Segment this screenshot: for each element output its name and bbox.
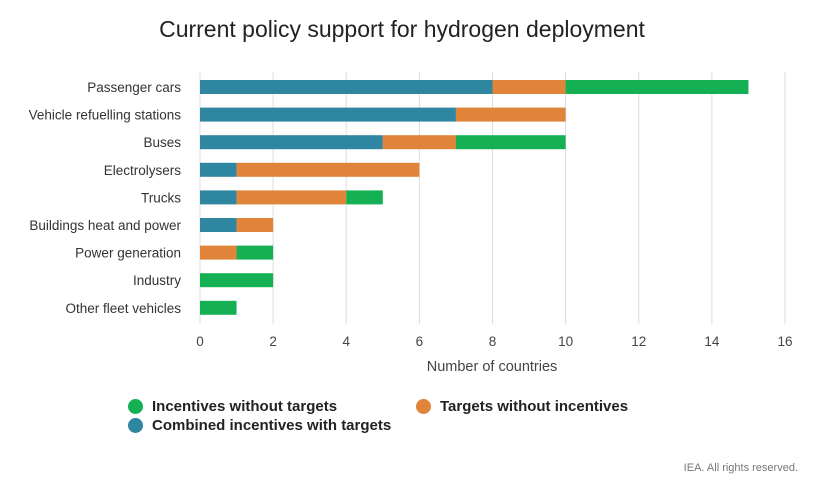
bar-segment: [492, 80, 566, 94]
x-tick-label: 2: [269, 334, 277, 349]
category-label: Power generation: [75, 246, 181, 261]
bar-segment: [236, 218, 274, 232]
bar-segment: [200, 80, 493, 94]
legend-item-targets: Targets without incentives: [416, 398, 628, 415]
bar-segment: [200, 273, 274, 288]
credit-text: IEA. All rights reserved.: [683, 462, 798, 474]
category-label: Vehicle refuelling stations: [29, 108, 182, 123]
bar-segment: [200, 245, 237, 260]
legend-label: Combined incentives with targets: [152, 417, 392, 434]
x-tick-label: 8: [489, 334, 497, 349]
category-label: Other fleet vehicles: [65, 301, 181, 316]
legend-swatch-blue: [128, 418, 143, 433]
category-label: Electrolysers: [104, 163, 182, 178]
bar-segment: [236, 190, 347, 205]
x-tick-label: 16: [777, 334, 792, 349]
bar-segment: [236, 245, 274, 260]
legend-label: Targets without incentives: [440, 398, 629, 415]
category-label: Industry: [133, 273, 181, 288]
x-tick-label: 14: [704, 334, 720, 349]
x-tick-label: 0: [196, 334, 204, 349]
bar-segment: [200, 135, 383, 150]
legend-item-incentives: Incentives without targets: [128, 398, 337, 415]
bars: [200, 80, 749, 315]
legend-swatch-green: [128, 399, 143, 414]
bar-segment: [236, 162, 420, 177]
category-label: Passenger cars: [87, 80, 181, 95]
legend-swatch-orange: [416, 399, 431, 414]
bar-segment: [200, 107, 456, 122]
x-tick-label: 4: [342, 334, 350, 349]
bar-segment: [346, 190, 383, 205]
bar-segment: [200, 300, 237, 315]
x-tick-labels: 0 2 4 6 8 10 12 14 16: [196, 334, 792, 349]
legend-label: Incentives without targets: [152, 398, 338, 415]
bar-segment: [455, 135, 566, 150]
category-labels: Passenger cars Vehicle refuelling station…: [29, 80, 182, 316]
category-label: Buses: [143, 135, 181, 150]
category-label: Trucks: [141, 190, 181, 205]
x-tick-label: 12: [631, 334, 646, 349]
x-axis-title: Number of countries: [427, 359, 558, 375]
bar-segment: [200, 190, 237, 205]
bar-segment: [200, 218, 237, 232]
x-tick-label: 6: [416, 334, 424, 349]
legend-item-combined: Combined incentives with targets: [128, 417, 391, 434]
x-tick-label: 10: [558, 334, 573, 349]
bar-segment: [382, 135, 456, 150]
category-label: Buildings heat and power: [29, 218, 181, 233]
bar-segment: [455, 107, 566, 122]
chart-title: Current policy support for hydrogen depl…: [159, 16, 645, 42]
bar-segment: [565, 80, 749, 94]
bar-segment: [200, 162, 237, 177]
